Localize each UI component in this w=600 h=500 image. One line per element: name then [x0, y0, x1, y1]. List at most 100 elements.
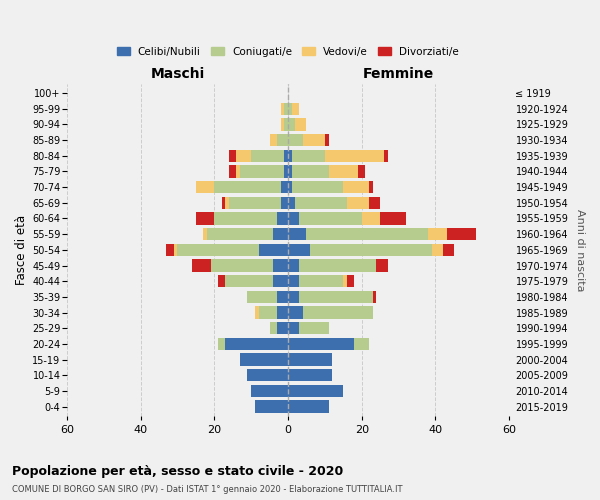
- Bar: [288, 150, 292, 162]
- Bar: [218, 275, 226, 287]
- Bar: [240, 165, 284, 177]
- Bar: [299, 322, 329, 334]
- Bar: [343, 181, 369, 194]
- Bar: [299, 275, 343, 287]
- Bar: [384, 150, 388, 162]
- Bar: [443, 244, 454, 256]
- Bar: [288, 165, 292, 177]
- Bar: [269, 322, 277, 334]
- Bar: [307, 228, 428, 240]
- Bar: [288, 244, 310, 256]
- Bar: [373, 290, 376, 303]
- Bar: [277, 290, 288, 303]
- Bar: [203, 228, 207, 240]
- Bar: [236, 165, 240, 177]
- Bar: [288, 384, 343, 397]
- Bar: [295, 196, 347, 209]
- Bar: [303, 306, 373, 319]
- Bar: [192, 259, 211, 272]
- Bar: [428, 228, 446, 240]
- Bar: [288, 181, 292, 194]
- Bar: [247, 369, 288, 382]
- Bar: [288, 228, 307, 240]
- Bar: [288, 134, 303, 146]
- Bar: [292, 150, 325, 162]
- Bar: [273, 228, 288, 240]
- Bar: [343, 275, 347, 287]
- Bar: [288, 354, 332, 366]
- Bar: [347, 196, 369, 209]
- Bar: [207, 228, 273, 240]
- Bar: [226, 338, 288, 350]
- Bar: [277, 134, 288, 146]
- Bar: [273, 275, 288, 287]
- Bar: [284, 165, 288, 177]
- Bar: [259, 244, 288, 256]
- Bar: [288, 306, 303, 319]
- Text: Femmine: Femmine: [363, 68, 434, 82]
- Bar: [284, 118, 288, 130]
- Bar: [281, 118, 284, 130]
- Bar: [288, 212, 299, 225]
- Bar: [288, 369, 332, 382]
- Bar: [288, 102, 292, 115]
- Bar: [214, 181, 281, 194]
- Bar: [240, 354, 288, 366]
- Bar: [292, 165, 329, 177]
- Bar: [380, 212, 406, 225]
- Text: Maschi: Maschi: [150, 68, 205, 82]
- Bar: [292, 181, 343, 194]
- Bar: [196, 181, 214, 194]
- Bar: [214, 212, 277, 225]
- Bar: [329, 165, 358, 177]
- Bar: [299, 290, 373, 303]
- Text: COMUNE DI BORGO SAN SIRO (PV) - Dati ISTAT 1° gennaio 2020 - Elaborazione TUTTIT: COMUNE DI BORGO SAN SIRO (PV) - Dati IST…: [12, 485, 403, 494]
- Bar: [174, 244, 178, 256]
- Bar: [358, 165, 365, 177]
- Bar: [281, 196, 288, 209]
- Bar: [288, 196, 295, 209]
- Bar: [226, 196, 229, 209]
- Bar: [292, 102, 299, 115]
- Bar: [277, 212, 288, 225]
- Bar: [284, 150, 288, 162]
- Bar: [288, 338, 355, 350]
- Bar: [255, 306, 259, 319]
- Bar: [284, 102, 288, 115]
- Bar: [229, 150, 236, 162]
- Bar: [369, 196, 380, 209]
- Bar: [325, 150, 384, 162]
- Bar: [299, 259, 376, 272]
- Bar: [310, 244, 432, 256]
- Bar: [277, 306, 288, 319]
- Bar: [288, 118, 295, 130]
- Bar: [247, 290, 277, 303]
- Bar: [303, 134, 325, 146]
- Bar: [376, 259, 388, 272]
- Bar: [362, 212, 380, 225]
- Text: Popolazione per età, sesso e stato civile - 2020: Popolazione per età, sesso e stato civil…: [12, 465, 343, 478]
- Bar: [281, 102, 284, 115]
- Bar: [236, 150, 251, 162]
- Bar: [178, 244, 259, 256]
- Bar: [347, 275, 355, 287]
- Bar: [355, 338, 369, 350]
- Bar: [196, 212, 214, 225]
- Bar: [432, 244, 443, 256]
- Bar: [299, 212, 362, 225]
- Bar: [226, 275, 273, 287]
- Bar: [288, 275, 299, 287]
- Bar: [288, 290, 299, 303]
- Bar: [218, 338, 226, 350]
- Bar: [166, 244, 174, 256]
- Legend: Celibi/Nubili, Coniugati/e, Vedovi/e, Divorziati/e: Celibi/Nubili, Coniugati/e, Vedovi/e, Di…: [113, 42, 463, 60]
- Bar: [269, 134, 277, 146]
- Bar: [221, 196, 226, 209]
- Bar: [229, 196, 281, 209]
- Bar: [369, 181, 373, 194]
- Bar: [259, 306, 277, 319]
- Y-axis label: Fasce di età: Fasce di età: [15, 215, 28, 285]
- Bar: [288, 322, 299, 334]
- Bar: [281, 181, 288, 194]
- Bar: [229, 165, 236, 177]
